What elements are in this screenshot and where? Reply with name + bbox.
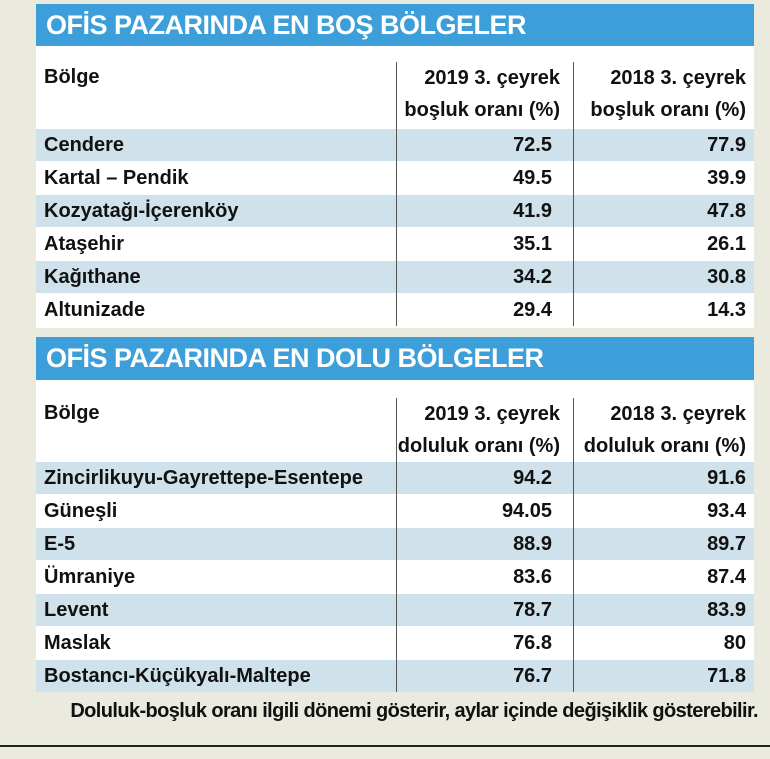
bottom-rule — [0, 745, 770, 747]
value-2018: 71.8 — [707, 665, 746, 687]
table-row: Bostancı-Küçükyalı-Maltepe 76.7 71.8 — [36, 660, 754, 692]
vacant-table-title: OFİS PAZARINDA EN BOŞ BÖLGELER — [36, 4, 754, 46]
value-2018: 93.4 — [707, 500, 746, 522]
value-2019: 49.5 — [513, 167, 552, 189]
column-divider — [396, 398, 397, 692]
value-2018: 91.6 — [707, 467, 746, 489]
vacant-col-2018: 2018 3. çeyrek boşluk oranı (%) — [590, 62, 746, 126]
value-2018: 89.7 — [707, 533, 746, 555]
value-2019: 76.7 — [513, 665, 552, 687]
occupied-col-2019: 2019 3. çeyrek doluluk oranı (%) — [398, 398, 560, 462]
vacant-col-2018-line2: boşluk oranı (%) — [590, 99, 746, 121]
value-2019: 78.7 — [513, 599, 552, 621]
occupied-table-title-text: OFİS PAZARINDA EN DOLU BÖLGELER — [46, 343, 544, 373]
table-row: Levent 78.7 83.9 — [36, 594, 754, 626]
value-2019: 76.8 — [513, 632, 552, 654]
table-row: Kozyatağı-İçerenköy 41.9 47.8 — [36, 195, 754, 227]
value-2018: 77.9 — [707, 134, 746, 156]
occupied-col-region: Bölge — [44, 402, 100, 424]
region-name: Maslak — [44, 632, 111, 654]
table-row: E-5 88.9 89.7 — [36, 528, 754, 560]
value-2019: 29.4 — [513, 299, 552, 321]
value-2019: 34.2 — [513, 266, 552, 288]
vacant-col-2018-line1: 2018 3. çeyrek — [610, 67, 746, 89]
column-divider — [396, 62, 397, 326]
value-2018: 47.8 — [707, 200, 746, 222]
region-name: Kozyatağı-İçerenköy — [44, 200, 239, 222]
occupied-col-2019-line1: 2019 3. çeyrek — [424, 403, 560, 425]
region-name: Bostancı-Küçükyalı-Maltepe — [44, 665, 311, 687]
table-row: Kağıthane 34.2 30.8 — [36, 261, 754, 293]
table-row: Güneşli 94.05 93.4 — [36, 495, 754, 527]
table-row: Ataşehir 35.1 26.1 — [36, 228, 754, 260]
table-row: Maslak 76.8 80 — [36, 627, 754, 659]
table-row: Zincirlikuyu-Gayrettepe-Esentepe 94.2 91… — [36, 462, 754, 494]
region-name: Güneşli — [44, 500, 118, 522]
table-row: Ümraniye 83.6 87.4 — [36, 561, 754, 593]
table-row: Altunizade 29.4 14.3 — [36, 294, 754, 326]
footnote: Doluluk-boşluk oranı ilgili dönemi göste… — [70, 700, 758, 722]
occupied-col-2018-line1: 2018 3. çeyrek — [610, 403, 746, 425]
value-2018: 14.3 — [707, 299, 746, 321]
region-name: Kağıthane — [44, 266, 141, 288]
value-2019: 35.1 — [513, 233, 552, 255]
region-name: Ümraniye — [44, 566, 136, 588]
value-2019: 88.9 — [513, 533, 552, 555]
vacant-table-title-text: OFİS PAZARINDA EN BOŞ BÖLGELER — [46, 9, 527, 40]
value-2018: 39.9 — [707, 167, 746, 189]
vacant-col-2019-line2: boşluk oranı (%) — [404, 99, 560, 121]
region-name: Zincirlikuyu-Gayrettepe-Esentepe — [44, 467, 363, 489]
value-2019: 94.05 — [501, 500, 552, 522]
value-2018: 30.8 — [707, 266, 746, 288]
occupied-col-2018-line2: doluluk oranı (%) — [583, 435, 746, 457]
vacant-col-2019-line1: 2019 3. çeyrek — [424, 67, 560, 89]
occupied-col-2018: 2018 3. çeyrek doluluk oranı (%) — [584, 398, 746, 462]
occupied-col-2019-line2: doluluk oranı (%) — [397, 435, 560, 457]
region-name: Cendere — [44, 134, 125, 156]
region-name: Kartal – Pendik — [44, 167, 189, 189]
value-2019: 72.5 — [513, 134, 552, 156]
region-name: Altunizade — [44, 299, 146, 321]
value-2019: 83.6 — [513, 566, 552, 588]
value-2018: 26.1 — [707, 233, 746, 255]
table-row: Cendere 72.5 77.9 — [36, 129, 754, 161]
value-2018: 80 — [723, 632, 746, 654]
column-divider — [573, 398, 574, 692]
value-2018: 83.9 — [707, 599, 746, 621]
region-name: Ataşehir — [44, 233, 125, 255]
occupied-table-title: OFİS PAZARINDA EN DOLU BÖLGELER — [36, 337, 754, 380]
table-row: Kartal – Pendik 49.5 39.9 — [36, 162, 754, 194]
region-name: Levent — [44, 599, 109, 621]
vacant-col-region: Bölge — [44, 66, 100, 88]
column-divider — [573, 62, 574, 326]
value-2018: 87.4 — [707, 566, 746, 588]
value-2019: 41.9 — [513, 200, 552, 222]
vacant-col-2019: 2019 3. çeyrek boşluk oranı (%) — [404, 62, 560, 126]
value-2019: 94.2 — [513, 467, 552, 489]
region-name: E-5 — [44, 533, 76, 555]
